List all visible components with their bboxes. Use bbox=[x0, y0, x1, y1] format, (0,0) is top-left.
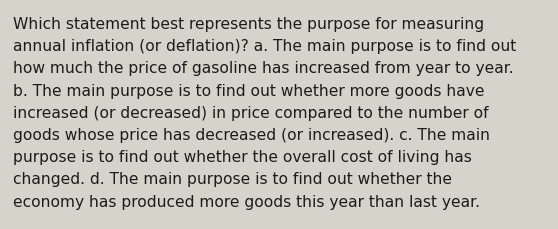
Text: increased (or decreased) in price compared to the number of: increased (or decreased) in price compar… bbox=[13, 105, 489, 120]
Text: b. The main purpose is to find out whether more goods have: b. The main purpose is to find out wheth… bbox=[13, 83, 484, 98]
Text: annual inflation (or deflation)? a. The main purpose is to find out: annual inflation (or deflation)? a. The … bbox=[13, 39, 516, 54]
Text: Which statement best represents the purpose for measuring: Which statement best represents the purp… bbox=[13, 17, 484, 32]
Text: purpose is to find out whether the overall cost of living has: purpose is to find out whether the overa… bbox=[13, 150, 472, 164]
Text: goods whose price has decreased (or increased). c. The main: goods whose price has decreased (or incr… bbox=[13, 128, 490, 142]
Text: changed. d. The main purpose is to find out whether the: changed. d. The main purpose is to find … bbox=[13, 172, 452, 187]
Text: how much the price of gasoline has increased from year to year.: how much the price of gasoline has incre… bbox=[13, 61, 513, 76]
Text: economy has produced more goods this year than last year.: economy has produced more goods this yea… bbox=[13, 194, 480, 209]
